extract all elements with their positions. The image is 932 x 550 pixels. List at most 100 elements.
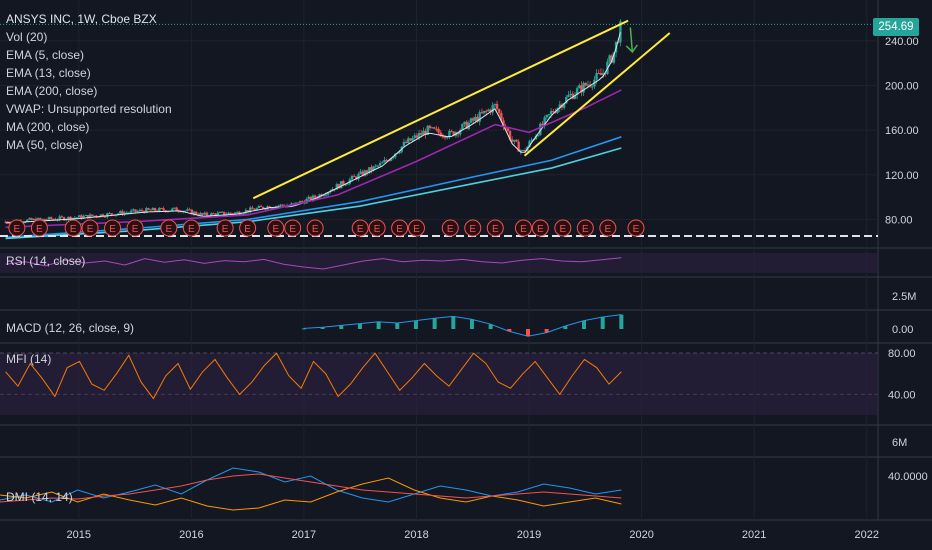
candle-body bbox=[132, 209, 135, 211]
candle-body bbox=[108, 213, 111, 215]
candle-body bbox=[435, 128, 438, 130]
candle-body bbox=[437, 128, 440, 133]
y-tick-label: 160.00 bbox=[885, 125, 919, 137]
macd-histogram-bar bbox=[488, 324, 493, 329]
candle-body bbox=[370, 167, 373, 171]
candle-body bbox=[385, 159, 388, 161]
candle-body bbox=[290, 203, 293, 206]
macd-histogram-bar bbox=[469, 319, 474, 329]
earnings-marker bbox=[216, 219, 234, 237]
candle-body bbox=[233, 212, 237, 214]
candle-body bbox=[450, 130, 453, 132]
candle-body bbox=[134, 209, 137, 212]
macd-histogram-bar bbox=[413, 320, 418, 329]
macd-histogram-bar bbox=[395, 323, 400, 329]
candle-body bbox=[491, 105, 494, 113]
candle-body bbox=[116, 213, 120, 215]
candle-body bbox=[497, 109, 501, 114]
candle-body bbox=[41, 218, 44, 220]
candle-body bbox=[389, 158, 393, 161]
indicator-ema-200[interactable]: EMA (200, close) bbox=[6, 84, 98, 98]
candle-body bbox=[368, 167, 371, 174]
candle-body bbox=[586, 84, 590, 86]
candle-body bbox=[459, 129, 462, 135]
indicator-ma-200[interactable]: MA (200, close) bbox=[6, 120, 90, 134]
candle-body bbox=[6, 221, 9, 223]
candle-body bbox=[324, 194, 328, 196]
candle-body bbox=[326, 192, 330, 195]
candle-body bbox=[253, 209, 256, 211]
earnings-marker-label: E bbox=[312, 224, 319, 235]
earnings-marker-label: E bbox=[520, 224, 527, 235]
earnings-marker bbox=[30, 219, 48, 237]
candle-body bbox=[565, 96, 568, 104]
mfi-pane-label[interactable]: MFI (14) bbox=[6, 352, 52, 366]
candle-body bbox=[4, 221, 7, 223]
candle-body bbox=[223, 211, 226, 215]
x-tick-label: 2019 bbox=[517, 529, 541, 541]
candle-body bbox=[359, 171, 362, 174]
projection-arrow bbox=[629, 27, 634, 53]
earnings-marker bbox=[126, 219, 144, 237]
candle-body bbox=[352, 175, 356, 177]
candle-body bbox=[415, 135, 419, 138]
indicator-vol[interactable]: Vol (20) bbox=[6, 30, 48, 44]
candle-body bbox=[129, 210, 133, 213]
candle-body bbox=[106, 213, 109, 217]
candle-body bbox=[552, 111, 555, 113]
candle-body bbox=[32, 218, 35, 220]
candle-body bbox=[335, 184, 339, 190]
indicator-panes bbox=[0, 253, 878, 415]
indicator-ma-50[interactable]: MA (50, close) bbox=[6, 138, 83, 152]
earnings-marker-label: E bbox=[633, 224, 640, 235]
candle-body bbox=[121, 211, 124, 215]
earnings-marker bbox=[284, 219, 302, 237]
candle-body bbox=[82, 215, 85, 219]
y-tick-label: 120.00 bbox=[885, 170, 919, 182]
earnings-marker bbox=[554, 219, 572, 237]
chart-title[interactable]: ANSYS INC, 1W, Cboe BZX bbox=[6, 12, 157, 26]
earnings-marker bbox=[576, 219, 594, 237]
rsi-pane-label[interactable]: RSI (14, close) bbox=[6, 254, 86, 268]
candle-body bbox=[188, 209, 191, 211]
candle-body bbox=[58, 216, 61, 220]
indicator-ema-5[interactable]: EMA (5, close) bbox=[6, 48, 85, 62]
indicator-vwap[interactable]: VWAP: Unsupported resolution bbox=[6, 102, 172, 116]
earnings-marker-label: E bbox=[413, 224, 420, 235]
candle-body bbox=[30, 218, 33, 220]
candle-body bbox=[571, 93, 574, 99]
earnings-marker bbox=[8, 219, 26, 237]
candle-body bbox=[249, 207, 252, 213]
price-axis[interactable]: 240.00 200.00 160.00 120.00 80.00 2.5M 0.00 80.… bbox=[885, 36, 928, 483]
candle-body bbox=[309, 196, 313, 201]
candle-body bbox=[307, 196, 310, 200]
indicator-ema-13[interactable]: EMA (13, close) bbox=[6, 66, 91, 80]
candle-body bbox=[91, 214, 94, 216]
candle-body bbox=[534, 136, 538, 140]
earnings-marker bbox=[531, 219, 549, 237]
earnings-marker bbox=[464, 219, 482, 237]
candle-body bbox=[452, 131, 455, 136]
candle-body bbox=[584, 83, 587, 86]
candle-body bbox=[279, 204, 282, 206]
main-legend: ANSYS INC, 1W, Cboe BZX Vol (20) EMA (5,… bbox=[6, 10, 172, 154]
earnings-marker-label: E bbox=[447, 224, 454, 235]
candle-body bbox=[428, 125, 432, 128]
candle-body bbox=[433, 127, 436, 129]
dmi-pane-label[interactable]: DMI (14, 14) bbox=[6, 490, 73, 504]
candle-body bbox=[346, 183, 349, 185]
candle-body bbox=[554, 112, 557, 114]
candle-body bbox=[515, 139, 518, 142]
time-axis[interactable]: 2015 2016 2017 2018 2019 2020 2021 2022 bbox=[67, 529, 879, 541]
candle-body bbox=[88, 214, 92, 219]
earnings-marker bbox=[391, 219, 409, 237]
candle-body bbox=[86, 214, 90, 219]
candle-body bbox=[441, 136, 445, 138]
candle-body bbox=[558, 104, 561, 109]
candle-body bbox=[255, 208, 258, 211]
macd-histogram-bar bbox=[544, 329, 549, 333]
macd-pane-label[interactable]: MACD (12, 26, close, 9) bbox=[6, 321, 135, 335]
